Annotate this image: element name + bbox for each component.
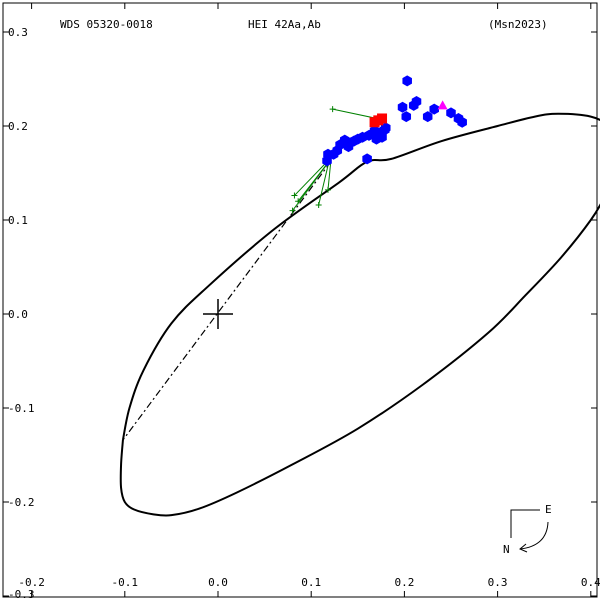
observation-point xyxy=(422,111,433,123)
residual-line xyxy=(327,161,332,190)
observation-point xyxy=(322,155,332,167)
observation-point xyxy=(446,107,456,119)
observation-point-triangle xyxy=(437,100,448,110)
x-tick-label: 0.1 xyxy=(301,576,321,589)
y-tick-label: 0.2 xyxy=(8,120,28,133)
y-tick-label: -0.1 xyxy=(8,402,35,415)
y-tick-label: 0.1 xyxy=(8,214,28,227)
observation-point xyxy=(402,75,412,87)
observation-point-square xyxy=(377,113,388,124)
x-tick-label: 0.2 xyxy=(394,576,414,589)
header-ref: (Msn2023) xyxy=(488,18,548,31)
y-tick-label: 0.3 xyxy=(8,26,28,39)
observation-point-plus xyxy=(295,198,302,205)
compass-arrowhead xyxy=(519,543,528,553)
residual-line xyxy=(294,158,331,196)
observation-point xyxy=(362,153,372,165)
compass-arrow xyxy=(519,521,549,550)
y-tick-label: 0.0 xyxy=(8,308,28,321)
compass-arms xyxy=(510,509,540,538)
observation-point-plus xyxy=(289,207,296,214)
line-of-apsides xyxy=(122,161,332,441)
observation-point xyxy=(380,124,390,136)
observation-point-square xyxy=(369,117,380,128)
residual-line xyxy=(318,161,330,206)
y-tick-label: -0.3 xyxy=(8,588,35,600)
observation-point xyxy=(397,101,408,113)
y-tick-label: -0.2 xyxy=(8,496,35,509)
observation-point xyxy=(457,116,467,128)
orbit-ellipse xyxy=(119,112,600,517)
observation-point-plus xyxy=(324,186,331,193)
x-tick-label: 0.4 xyxy=(581,576,600,589)
x-tick-label: 0.0 xyxy=(208,576,228,589)
x-tick-label: 0.3 xyxy=(488,576,508,589)
header-wds: WDS 05320-0018 xyxy=(60,18,153,31)
axes: -0.2 -0.1 0.0 0.1 0.2 0.3 0.4 0.3 0.2 0.1 0.0 -0.1 -… xyxy=(3,3,600,600)
observation-point-plus xyxy=(329,106,336,113)
compass-north-label: N xyxy=(503,543,510,556)
observation-point-plus xyxy=(315,201,322,208)
observation-point xyxy=(429,103,439,115)
orbit-layer xyxy=(119,112,600,517)
observation-point xyxy=(408,99,419,111)
observation-point-plus xyxy=(291,192,298,199)
points-layer xyxy=(289,75,467,214)
compass-east-label: E xyxy=(545,503,552,516)
compass: E N xyxy=(503,503,552,556)
observation-point xyxy=(367,128,378,140)
x-tick-label: -0.2 xyxy=(18,576,45,589)
residual-layer xyxy=(292,108,386,211)
observation-point xyxy=(401,111,412,123)
header-name: HEI 42Aa,Ab xyxy=(248,18,321,31)
x-tick-label: -0.1 xyxy=(112,576,139,589)
